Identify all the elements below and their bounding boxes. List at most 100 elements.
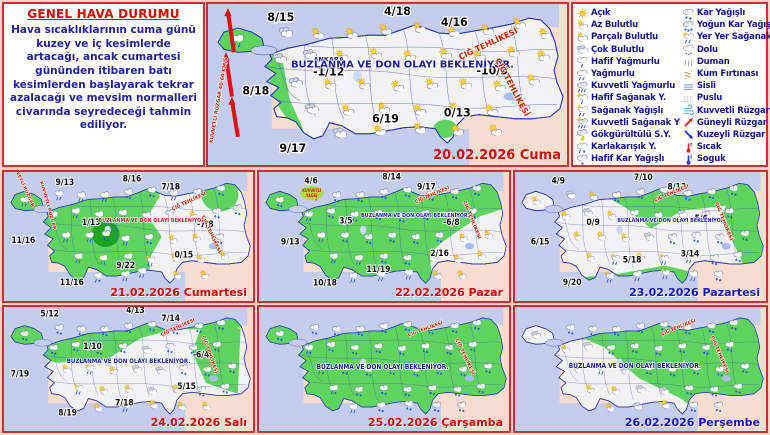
ps-weather-icon	[585, 383, 595, 393]
sn-weather-icon	[420, 209, 430, 221]
legend-item: Parçalı Bulutlu	[576, 31, 680, 43]
legend-item: Kar Yağışlı	[682, 7, 768, 20]
ps-weather-icon	[219, 250, 229, 260]
sn-weather-icon	[653, 345, 663, 356]
turkey-map-monday: 4/9 7/10 8/13 0/9 -5/6 6/15 3/14 9/20 5/18 BUZLAN…	[515, 172, 764, 301]
sn-weather-icon	[691, 364, 701, 375]
ps-weather-icon	[124, 383, 134, 393]
sn-weather-icon	[709, 386, 719, 397]
ps-weather-icon	[560, 343, 570, 353]
thb-icon	[686, 154, 692, 165]
sn-weather-icon	[309, 324, 319, 335]
ps-weather-icon	[606, 210, 616, 220]
rs-icon	[576, 142, 588, 154]
sn-weather-icon	[715, 365, 725, 377]
ps-weather-icon	[446, 25, 460, 37]
map-date-monday: 23.02.2026 Pazartesi	[629, 286, 760, 299]
sh-weather-icon	[145, 254, 156, 267]
cl-weather-icon	[304, 103, 319, 114]
rn3-icon	[576, 81, 588, 93]
sn-weather-icon	[194, 322, 204, 334]
sn-weather-icon	[332, 191, 342, 203]
ps-weather-icon	[413, 21, 427, 33]
sn-weather-icon	[644, 364, 654, 375]
sn-weather-icon	[355, 191, 365, 203]
sn-weather-icon	[706, 322, 716, 334]
ps-weather-icon	[526, 73, 540, 86]
legend-item-label: Kuvvetli Yağmurlu	[591, 81, 676, 92]
ps-weather-icon	[379, 23, 393, 35]
ps-weather-icon	[453, 253, 463, 263]
ps-weather-icon	[483, 229, 493, 239]
sn-weather-icon	[387, 364, 397, 375]
sn-weather-icon	[373, 342, 383, 354]
ps-weather-icon	[457, 269, 467, 280]
cl-weather-icon	[155, 366, 166, 375]
forecast-map-wednesday: BUZLANMA VE DON OLAYI BEKLENİYOR. ÇIĞ TEH…	[257, 305, 511, 433]
legend-item: Hafif Kar Yağışlı	[576, 153, 680, 165]
legend-item: Yer Yer Sağanak Y.	[682, 31, 770, 44]
rn-weather-icon	[169, 189, 179, 201]
ps-weather-icon	[536, 49, 550, 62]
sn3-icon	[682, 20, 694, 32]
turkey-map-saturday: 9/13 8/16 7/18 1/13 -7/8 11/16 0/15 9/22 11/16 BU…	[4, 172, 251, 301]
sn-weather-icon	[227, 362, 237, 374]
sn-weather-icon	[468, 207, 478, 219]
sn-weather-icon	[733, 383, 743, 394]
sn-weather-icon	[434, 231, 444, 243]
ps-weather-icon	[377, 101, 391, 114]
svg-text:KUVVETLİ: KUVVETLİ	[302, 188, 322, 193]
sn-weather-icon	[350, 344, 360, 355]
sh1-icon	[576, 92, 588, 105]
ps-weather-icon	[345, 27, 359, 39]
legend-item-label: Açık	[591, 8, 611, 19]
legend-item: Kuvvetli Rüzgar	[682, 104, 770, 117]
cl-weather-icon	[272, 53, 288, 64]
sn-weather-icon	[740, 230, 750, 242]
rn-weather-icon	[354, 254, 364, 265]
sn-weather-icon	[373, 209, 383, 221]
rs-weather-icon	[93, 272, 103, 283]
rn-weather-icon	[348, 403, 358, 414]
ts-icon	[576, 129, 588, 142]
sn-weather-icon	[379, 322, 389, 334]
sn-weather-icon	[275, 330, 285, 341]
sn-weather-icon	[192, 188, 202, 200]
sn-weather-icon	[363, 233, 374, 245]
ps-weather-icon	[171, 252, 181, 262]
ps-weather-icon	[560, 210, 570, 220]
ps-weather-icon	[573, 231, 583, 241]
temperature-label: 4/16	[441, 16, 468, 29]
sn-weather-icon	[165, 342, 175, 354]
sn-weather-icon	[683, 324, 693, 335]
sn-weather-icon	[49, 344, 59, 355]
sn-weather-icon	[725, 341, 735, 352]
cl-weather-icon	[582, 341, 593, 350]
sn-weather-icon	[725, 207, 735, 219]
temperature-label: 9/17	[279, 142, 306, 155]
legend-item-label: Kar Yağışlı	[696, 8, 746, 19]
temperature-label: 0/15	[175, 249, 194, 260]
temperature-label: -1/12	[313, 65, 344, 78]
temperature-label: 3/5	[339, 215, 353, 226]
rn-weather-icon	[404, 268, 414, 280]
sn-weather-icon	[71, 341, 81, 352]
temperature-label: 9/20	[563, 276, 582, 287]
ps-weather-icon	[172, 269, 182, 280]
sn-weather-icon	[713, 401, 723, 413]
rn-weather-icon	[54, 189, 64, 201]
svg-text:YAĞIŞ: YAĞIŞ	[305, 193, 318, 198]
general-situation-panel: GENEL HAVA DURUMU Hava sıcaklıklarının c…	[2, 2, 205, 167]
legend-item: Yoğun Kar Yağışlı	[682, 19, 770, 32]
ice-frost-warning: BUZLANMA VE DON OLAYI BEKLENİYOR.	[617, 217, 726, 224]
temperature-label: 9/17	[417, 181, 436, 192]
sand-icon	[683, 70, 692, 79]
sn-weather-icon	[635, 188, 645, 200]
ps-weather-icon	[391, 79, 405, 92]
legend-item: Yağmurlu	[576, 68, 680, 80]
ice-frost-warning: BUZLANMA VE DON OLAYI BEKLENİYOR.	[99, 217, 207, 225]
fog-icon	[683, 84, 693, 90]
sn-weather-icon	[701, 210, 711, 222]
sn-weather-icon	[683, 189, 693, 201]
